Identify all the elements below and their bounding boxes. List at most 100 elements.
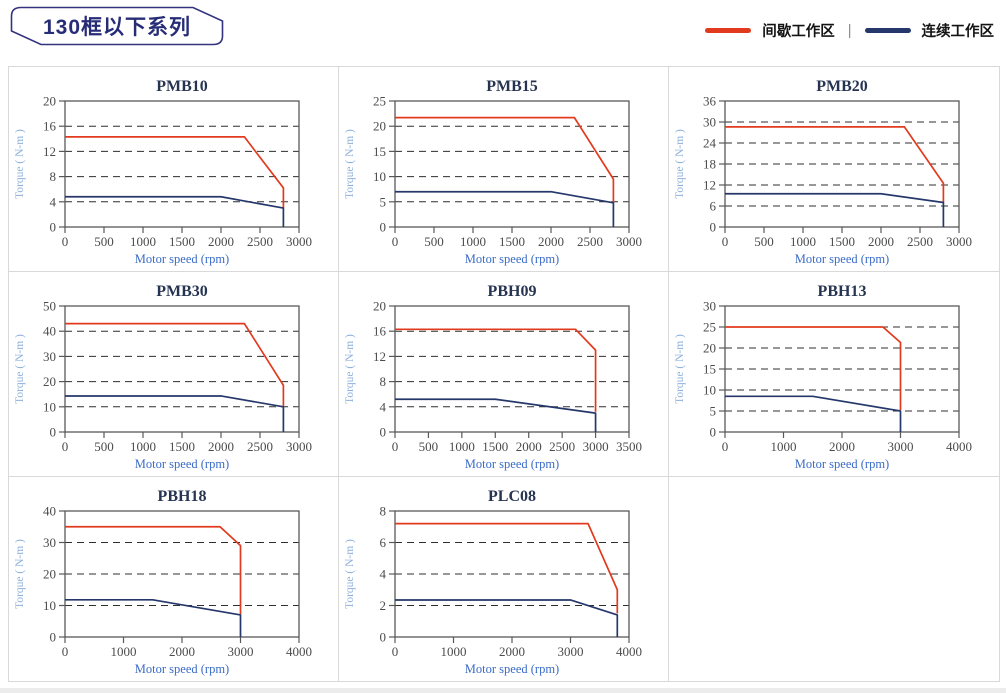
y-axis-label: Torque ( N-m ) bbox=[344, 129, 356, 199]
chart-cell-PLC08: PLC08 0 2 4 6 8 0 1000 2000 3000 4000 Motor speed (… bbox=[339, 477, 669, 681]
chart-PMB15: PMB15 0 5 10 15 20 25 0 500 1000 1500 2000 2500 3000 M… bbox=[344, 78, 642, 266]
chart-title: PMB10 bbox=[156, 78, 208, 95]
intermittent-zone-line bbox=[395, 328, 597, 412]
empty-cell bbox=[669, 477, 999, 681]
intermittent-legend-line-icon bbox=[705, 28, 752, 33]
y-tick-label: 4 bbox=[380, 399, 387, 414]
y-tick-label: 4 bbox=[380, 567, 387, 582]
y-tick-label: 20 bbox=[703, 341, 716, 356]
y-axis-label: Torque ( N-m ) bbox=[674, 129, 686, 199]
y-tick-label: 0 bbox=[710, 425, 717, 440]
x-tick-label: 3000 bbox=[286, 439, 312, 454]
chart-cell-PBH09: PBH09 0 4 8 12 16 20 0 500 1000 1500 2000 2500 3000 35… bbox=[339, 272, 669, 477]
plot-box bbox=[724, 100, 960, 228]
chart-PMB10: PMB10 0 4 8 12 16 20 0 500 1000 1500 2000 2500 3000 Mo… bbox=[14, 78, 312, 266]
continuous-zone-line bbox=[65, 598, 242, 637]
x-tick-label: 1000 bbox=[111, 644, 137, 659]
continuous-zone-line bbox=[395, 398, 597, 432]
y-tick-label: 0 bbox=[710, 220, 717, 235]
y-tick-label: 24 bbox=[703, 136, 717, 151]
x-axis-label: Motor speed (rpm) bbox=[465, 662, 559, 676]
x-tick-label: 2000 bbox=[208, 234, 234, 249]
y-tick-label: 20 bbox=[43, 567, 56, 582]
x-tick-label: 1000 bbox=[130, 234, 156, 249]
x-tick-label: 1500 bbox=[169, 234, 195, 249]
chart-PBH18: PBH18 0 10 20 30 40 0 1000 2000 3000 4000 Motor spe… bbox=[14, 488, 312, 676]
y-tick-label: 40 bbox=[43, 504, 56, 519]
x-tick-label: 500 bbox=[94, 439, 114, 454]
chart-cell-PBH13: PBH13 0 5 10 15 20 25 30 0 1000 2000 3000 4000 Motor … bbox=[669, 272, 999, 477]
y-tick-label: 16 bbox=[373, 324, 387, 339]
y-tick-label: 12 bbox=[703, 178, 716, 193]
y-tick-label: 5 bbox=[380, 194, 387, 209]
continuous-zone-line bbox=[725, 192, 945, 227]
x-tick-label: 2500 bbox=[907, 234, 933, 249]
plot-box bbox=[394, 510, 630, 638]
x-tick-label: 0 bbox=[62, 234, 69, 249]
x-axis-label: Motor speed (rpm) bbox=[465, 252, 559, 266]
x-tick-label: 2000 bbox=[499, 644, 525, 659]
y-tick-label: 15 bbox=[373, 144, 386, 159]
x-tick-label: 1000 bbox=[130, 439, 156, 454]
x-tick-label: 3000 bbox=[616, 234, 642, 249]
y-tick-label: 10 bbox=[43, 399, 56, 414]
y-tick-label: 20 bbox=[373, 299, 386, 314]
chart-title: PBH13 bbox=[818, 283, 867, 300]
x-tick-label: 2500 bbox=[577, 234, 603, 249]
y-tick-label: 20 bbox=[43, 374, 56, 389]
y-tick-label: 6 bbox=[380, 535, 387, 550]
y-axis-label: Torque ( N-m ) bbox=[14, 334, 26, 404]
chart-title: PMB20 bbox=[816, 78, 868, 95]
x-tick-label: 3000 bbox=[286, 234, 312, 249]
chart-PLC08: PLC08 0 2 4 6 8 0 1000 2000 3000 4000 Motor speed (… bbox=[344, 488, 642, 676]
intermittent-zone-line bbox=[65, 136, 285, 209]
y-tick-label: 20 bbox=[43, 94, 56, 109]
y-axis-label: Torque ( N-m ) bbox=[14, 129, 26, 199]
x-axis-label: Motor speed (rpm) bbox=[795, 252, 889, 266]
y-tick-label: 36 bbox=[703, 94, 717, 109]
x-tick-label: 0 bbox=[722, 439, 729, 454]
y-tick-label: 40 bbox=[43, 324, 56, 339]
x-axis-label: Motor speed (rpm) bbox=[795, 457, 889, 471]
x-tick-label: 2000 bbox=[208, 439, 234, 454]
y-tick-label: 0 bbox=[50, 220, 57, 235]
chart-title: PBH18 bbox=[158, 488, 207, 505]
x-tick-label: 0 bbox=[722, 234, 729, 249]
x-tick-label: 3000 bbox=[946, 234, 972, 249]
x-tick-label: 2000 bbox=[169, 644, 195, 659]
y-axis-label: Torque ( N-m ) bbox=[14, 539, 26, 609]
y-tick-label: 25 bbox=[373, 94, 386, 109]
chart-title: PBH09 bbox=[488, 283, 537, 300]
x-tick-label: 500 bbox=[754, 234, 774, 249]
series-title-badge bbox=[10, 6, 224, 46]
chart-cell-PBH18: PBH18 0 10 20 30 40 0 1000 2000 3000 4000 Motor spe… bbox=[9, 477, 339, 681]
chart-cell-PMB30: PMB30 0 10 20 30 40 50 0 500 1000 1500 2000 2500 3000… bbox=[9, 272, 339, 477]
chart-cell-PMB20: PMB20 0 6 12 18 24 30 36 0 500 1000 1500 2000 2500 300… bbox=[669, 67, 999, 272]
x-tick-label: 1000 bbox=[449, 439, 475, 454]
intermittent-legend-label: 间歇工作区 bbox=[762, 24, 835, 40]
y-tick-label: 0 bbox=[380, 425, 387, 440]
x-axis-label: Motor speed (rpm) bbox=[135, 252, 229, 266]
y-tick-label: 8 bbox=[50, 169, 57, 184]
x-tick-label: 0 bbox=[392, 234, 399, 249]
x-tick-label: 0 bbox=[392, 439, 399, 454]
x-tick-label: 1500 bbox=[169, 439, 195, 454]
y-tick-label: 10 bbox=[703, 383, 716, 398]
y-tick-label: 0 bbox=[380, 220, 387, 235]
continuous-zone-line bbox=[395, 599, 619, 637]
x-axis-label: Motor speed (rpm) bbox=[465, 457, 559, 471]
chart-PMB20: PMB20 0 6 12 18 24 30 36 0 500 1000 1500 2000 2500 300… bbox=[674, 78, 972, 266]
continuous-zone-line bbox=[395, 190, 615, 227]
chart-PBH09: PBH09 0 4 8 12 16 20 0 500 1000 1500 2000 2500 3000 35… bbox=[344, 283, 642, 471]
continuous-legend-label: 连续工作区 bbox=[921, 24, 995, 40]
continuous-zone-line bbox=[65, 395, 285, 432]
x-tick-label: 1500 bbox=[482, 439, 508, 454]
x-tick-label: 0 bbox=[62, 644, 69, 659]
intermittent-zone-line bbox=[395, 116, 615, 203]
x-tick-label: 1000 bbox=[790, 234, 816, 249]
page-header: 130框以下系列 间歇工作区 | 连续工作区 bbox=[0, 0, 1006, 66]
intermittent-zone-line bbox=[65, 525, 242, 615]
x-tick-label: 1500 bbox=[829, 234, 855, 249]
y-tick-label: 12 bbox=[43, 144, 56, 159]
